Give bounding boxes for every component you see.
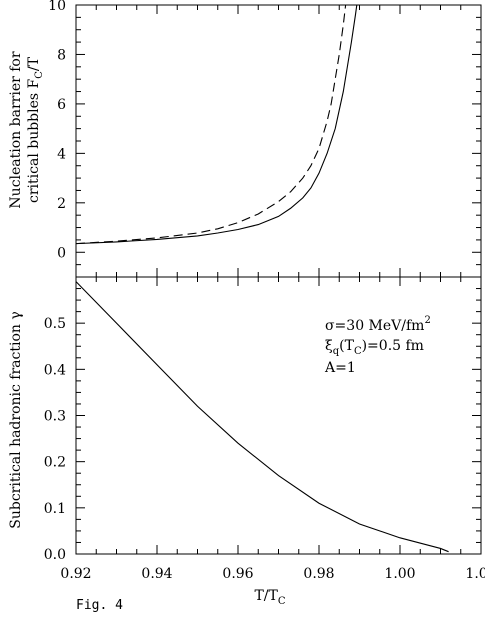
bottom-y-tick-label: 0.1 — [44, 501, 66, 517]
x-tick-label: 1.02 — [465, 566, 485, 582]
axis-ticks — [75, 4, 482, 555]
bottom-y-tick-label: 0.2 — [44, 455, 66, 471]
bottom-ylabel: Subcritical hadronic fraction γ — [8, 311, 24, 528]
top-dashed-curve — [76, 5, 347, 245]
top-solid-curve — [76, 5, 358, 245]
top-y-tick-label: 0 — [57, 245, 66, 261]
top-ylabel-line1: Nucleation barrier for — [8, 51, 24, 208]
annotation-xi-sub-c: C — [354, 346, 362, 357]
bottom-y-tick-label: 0.5 — [44, 316, 66, 332]
top-ylabel-line2-sub: C — [34, 71, 45, 79]
top-y-tick-label: 6 — [57, 97, 66, 113]
bottom-solid-curve — [76, 281, 449, 553]
annotation-xi-mid: (T — [339, 338, 354, 354]
top-panel-frame — [75, 4, 482, 278]
annotation-xi: ξq(TC)=0.5 fm — [325, 338, 424, 357]
figure-caption: Fig. 4 — [76, 598, 123, 613]
top-y-tick-label: 2 — [57, 196, 66, 212]
bottom-y-tick-label: 0.3 — [44, 409, 66, 425]
curves — [76, 5, 449, 553]
annotation-sigma-main: σ=30 MeV/fm — [325, 318, 424, 334]
x-tick-label: 1.00 — [384, 566, 415, 582]
top-ylabel-line2: critical bubbles FC/T — [26, 56, 45, 203]
annotation-sigma-sup: 2 — [424, 315, 430, 326]
annotation-a: A=1 — [324, 360, 356, 376]
bottom-y-tick-label: 0.0 — [44, 547, 66, 563]
tick-labels: 0.92 0.94 0.96 0.98 1.00 1.02 0 2 4 6 8 10 0.0 0.1 0.2… — [44, 0, 485, 582]
top-y-tick-label: 4 — [57, 146, 66, 162]
top-ylabel-line2-prefix: critical bubbles F — [26, 78, 42, 203]
x-tick-label: 0.98 — [303, 566, 334, 582]
annotation-xi-suffix: )=0.5 fm — [362, 338, 424, 354]
x-tick-label: 0.96 — [222, 566, 253, 582]
xlabel-main: T/T — [254, 588, 278, 604]
xlabel: T/TC — [254, 588, 285, 607]
top-y-tick-label: 8 — [57, 47, 66, 63]
top-ylabel-line2-suffix: /T — [26, 56, 42, 71]
xlabel-sub: C — [278, 596, 286, 607]
annotation-xi-prefix: ξ — [325, 338, 333, 354]
annotation-xi-sub-q: q — [333, 346, 340, 357]
x-tick-label: 0.94 — [141, 566, 172, 582]
x-tick-label: 0.92 — [60, 566, 91, 582]
bottom-y-tick-label: 0.4 — [44, 362, 66, 378]
top-y-tick-label: 10 — [48, 0, 66, 14]
annotation-sigma: σ=30 MeV/fm2 — [325, 315, 431, 334]
